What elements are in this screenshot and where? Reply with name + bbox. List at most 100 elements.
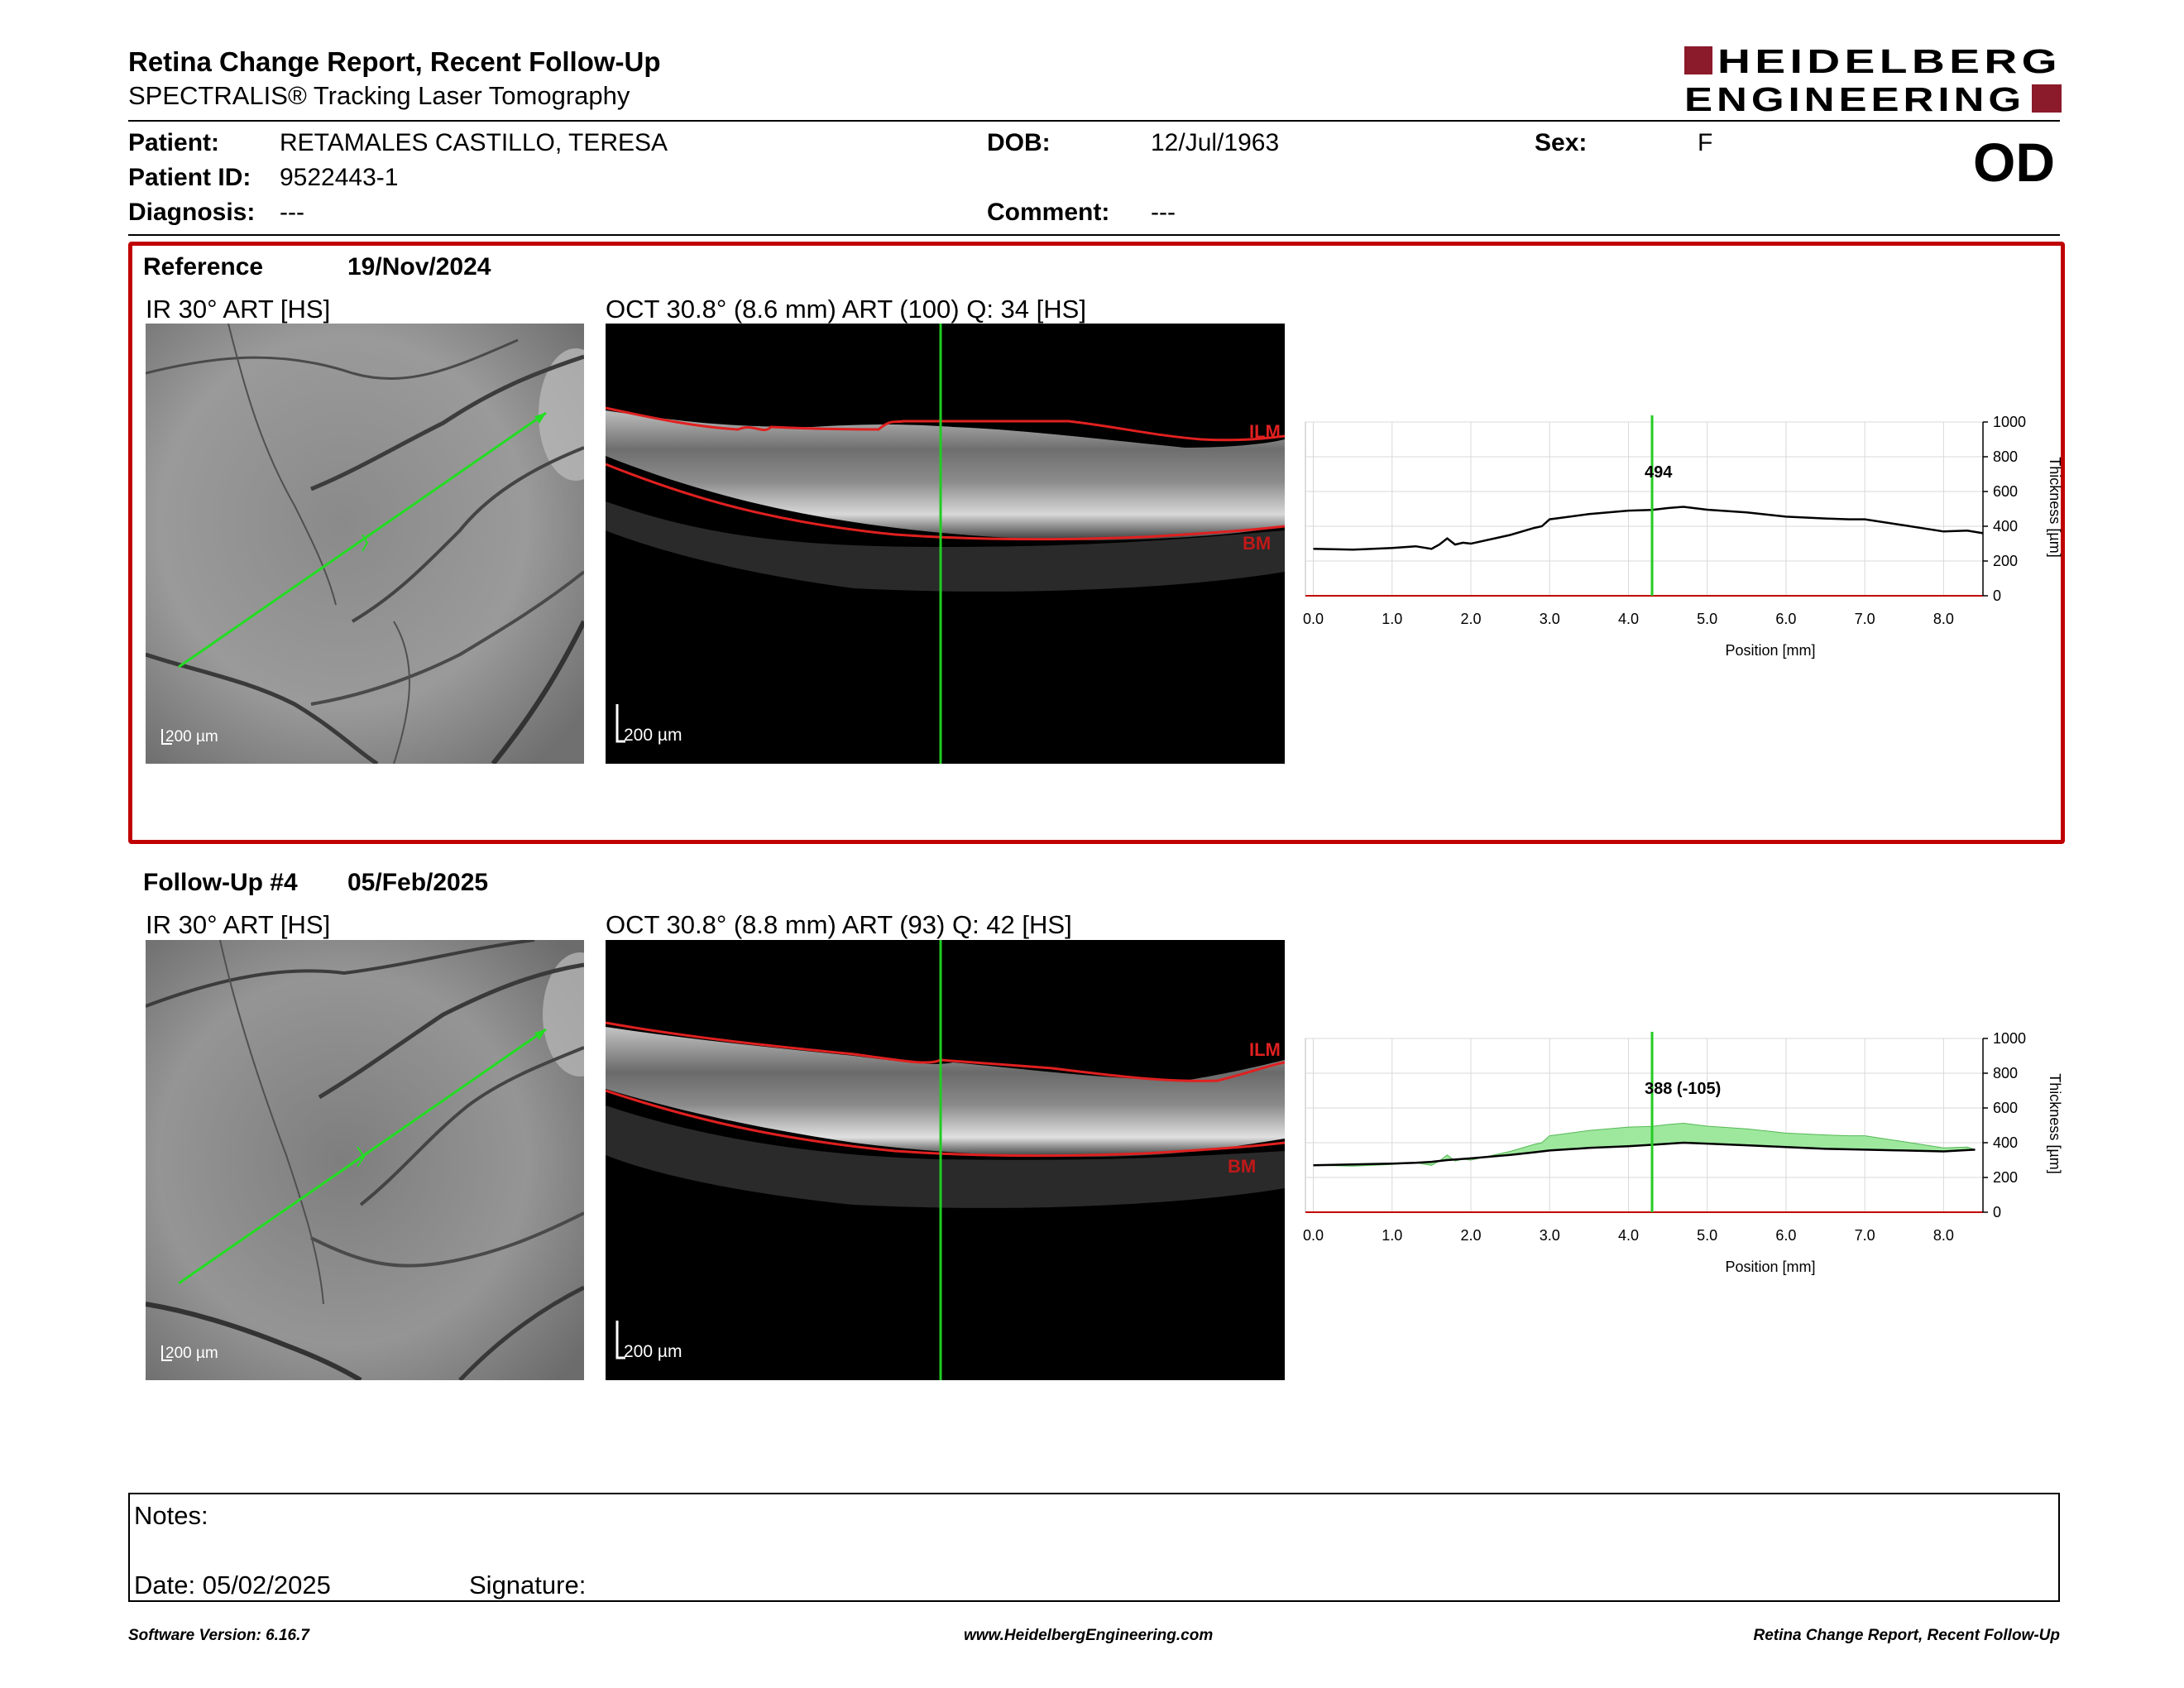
followup-chart-ylabel: Thickness [µm] [2047,1073,2063,1173]
followup-chart-xtick-5: 5.0 [1697,1227,1717,1244]
reference-chart-xlabel: Position [mm] [1725,642,1815,659]
followup-ir-scale: 200 µm [165,1345,218,1362]
followup-chart-xtick-2: 2.0 [1460,1227,1481,1244]
followup-chart-ytick-0: 0 [1993,1204,2001,1220]
followup-chart-xtick-8: 8.0 [1933,1227,1954,1244]
reference-frame [128,242,2065,844]
patient-id-value: 9522443-1 [280,164,399,191]
reference-oct-title: OCT 30.8° (8.6 mm) ART (100) Q: 34 [HS] [606,295,1086,324]
reference-chart-xtick-2: 2.0 [1460,611,1481,627]
patient-name: RETAMALES CASTILLO, TERESA [280,129,668,156]
patient-divider [128,234,2060,236]
reference-chart-xtick-8: 8.0 [1933,611,1954,627]
followup-bm-label: BM [1228,1156,1256,1177]
reference-chart-ytick-3: 600 [1993,483,2018,500]
sex-label: Sex: [1535,129,1588,156]
followup-scan-line [178,1028,547,1285]
patient-id-label: Patient ID: [128,164,251,191]
reference-chart-xtick-4: 4.0 [1618,611,1639,627]
reference-chart-xtick-0: 0.0 [1303,611,1324,627]
reference-oct-image: ILM BM 200 µm [606,324,1285,764]
reference-chart-readout: 494 [1645,463,1673,482]
reference-date: 19/Nov/2024 [347,253,491,281]
diagnosis-label: Diagnosis: [128,199,256,226]
footer-software-version: Software Version: 6.16.7 [128,1627,309,1644]
followup-scan-arrow [534,1029,546,1040]
reference-chart-plot-area [1305,421,1984,597]
reference-chart-ytick-0: 0 [1993,587,2001,604]
followup-chart-xlabel: Position [mm] [1725,1259,1815,1275]
reference-chart-xtick-3: 3.0 [1540,611,1560,627]
reference-chart-ytick-4: 800 [1993,448,2018,465]
followup-chart-readout: 388 (-105) [1645,1080,1721,1098]
followup-chart-xtick-1: 1.0 [1382,1227,1402,1244]
diagnosis-value: --- [280,199,304,226]
patient-label: Patient: [128,129,220,156]
notes-date: Date: 05/02/2025 [134,1571,331,1599]
followup-chart-thickness-line [1313,1141,1976,1167]
followup-ilm-label: ILM [1249,1039,1281,1060]
followup-oct-scale: 200 µm [624,1342,682,1361]
sex-value: F [1698,129,1713,156]
notes-label: Notes: [134,1501,208,1530]
eye-indicator: OD [1973,132,2055,193]
followup-bm-line [606,1089,1285,1158]
followup-oct-image: ILM BM 200 µm [606,940,1285,1380]
followup-ir-title: IR 30° ART [HS] [146,910,331,939]
reference-oct-scale: 200 µm [624,726,682,745]
logo-square-top [1684,46,1712,74]
reference-chart-thickness-line [1313,506,1984,551]
reference-chart-ylabel: Thickness [µm] [2047,457,2063,557]
followup-chart-ytick-2: 400 [1993,1134,2018,1151]
reference-bm-line [606,463,1285,541]
footer-website[interactable]: www.HeidelbergEngineering.com [964,1627,1214,1644]
reference-ir-image: 200 µm [146,324,584,764]
reference-ir-scale: 200 µm [165,728,218,746]
followup-chart-ytick-1: 200 [1993,1169,2018,1186]
signature-label: Signature: [469,1571,587,1599]
logo-square-bottom [2032,84,2062,113]
followup-thickness-chart: 0.0 1.0 2.0 3.0 4.0 5.0 6.0 7.0 8.0 0 200 400 600 800… [1303,1030,2063,1275]
followup-chart-ytick-3: 600 [1993,1100,2018,1116]
footer-report-name: Retina Change Report, Recent Follow-Up [1753,1627,2060,1644]
dob-value: 12/Jul/1963 [1151,129,1280,156]
followup-chart-xtick-3: 3.0 [1540,1227,1560,1244]
followup-oct-title: OCT 30.8° (8.8 mm) ART (93) Q: 42 [HS] [606,910,1072,939]
heidelberg-logo: HEIDELBERG ENGINEERING [1684,45,2062,116]
reference-chart-xtick-6: 6.0 [1775,611,1796,627]
dob-label: DOB: [987,129,1051,156]
reference-chart-ytick-2: 400 [1993,518,2018,535]
reference-chart-ytick-1: 200 [1993,553,2018,569]
followup-chart-xtick-7: 7.0 [1855,1227,1875,1244]
followup-date: 05/Feb/2025 [347,869,489,896]
reference-scan-line [178,411,547,669]
followup-chart-xtick-0: 0.0 [1303,1227,1324,1244]
notes-box [128,1493,2060,1602]
reference-chart-xtick-1: 1.0 [1382,611,1402,627]
followup-ilm-line [606,1021,1285,1082]
reference-ir-title: IR 30° ART [HS] [146,295,331,324]
followup-chart-xtick-6: 6.0 [1775,1227,1796,1244]
report-subtitle: SPECTRALIS® Tracking Laser Tomography [128,81,630,110]
comment-label: Comment: [987,199,1110,226]
followup-label: Follow-Up #4 [143,869,298,896]
reference-chart-xtick-5: 5.0 [1697,611,1717,627]
logo-text-line1: HEIDELBERG [1717,45,2062,80]
followup-chart-ytick-5: 1000 [1993,1030,2026,1047]
reference-chart-xtick-7: 7.0 [1855,611,1875,627]
report-title: Retina Change Report, Recent Follow-Up [128,46,661,77]
logo-text-line2: ENGINEERING [1684,80,2025,116]
followup-chart-ytick-4: 800 [1993,1065,2018,1081]
followup-ir-image: 200 µm [146,940,584,1380]
reference-ilm-line [606,406,1285,442]
reference-ilm-label: ILM [1249,421,1281,442]
followup-chart-plot-area [1305,1038,1984,1213]
header-divider [128,120,2060,122]
reference-chart-ytick-5: 1000 [1993,414,2026,430]
reference-bm-label: BM [1243,533,1271,554]
reference-thickness-chart: 0.0 1.0 2.0 3.0 4.0 5.0 6.0 7.0 8.0 0 200 400 600 800… [1303,414,2063,659]
reference-scan-arrow [534,413,546,424]
followup-chart-xtick-4: 4.0 [1618,1227,1639,1244]
comment-value: --- [1151,199,1176,226]
reference-label: Reference [143,253,264,281]
